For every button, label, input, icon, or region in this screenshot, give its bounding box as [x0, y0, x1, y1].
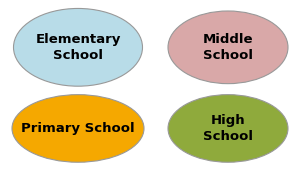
Ellipse shape	[168, 95, 288, 162]
Text: High
School: High School	[203, 114, 253, 143]
Ellipse shape	[12, 95, 144, 162]
Ellipse shape	[14, 8, 142, 86]
Ellipse shape	[168, 11, 288, 84]
Text: Primary School: Primary School	[21, 122, 135, 135]
Text: Elementary
School: Elementary School	[35, 33, 121, 62]
Text: Middle
School: Middle School	[203, 33, 253, 62]
